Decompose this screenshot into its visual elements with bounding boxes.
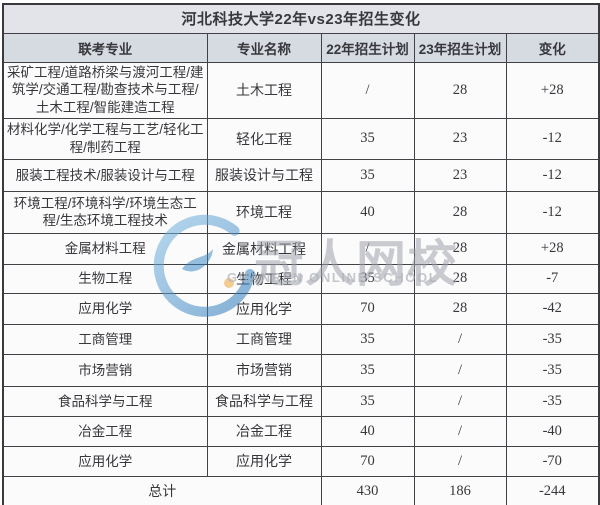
cell-change: +28 [505, 232, 600, 265]
cell-plan-23: 28 [413, 263, 507, 294]
cell-major-name: 应用化学 [206, 445, 322, 477]
cell-plan-23: 23 [413, 117, 507, 160]
table-row: 环境工程/环境科学/环境生态工程/生态环境工程技术 环境工程 40 28 -12 [2, 190, 600, 234]
cell-plan-23: 28 [413, 61, 507, 119]
cell-plan-22: / [320, 61, 415, 119]
cell-linkao-majors: 食品科学与工程 [2, 385, 208, 417]
cell-change: -7 [505, 263, 600, 294]
cell-total-plan-22: 430 [320, 475, 415, 505]
enrollment-change-table: 河北科技大学22年vs23年招生变化 联考专业 专业名称 22年招生计划 23年… [2, 3, 600, 505]
table-row: 生物工程 生物工程 35 28 -7 [2, 263, 600, 294]
cell-change: -12 [505, 190, 600, 234]
cell-plan-23: 28 [413, 232, 507, 265]
column-header-major-name: 专业名称 [206, 32, 322, 63]
cell-plan-23: / [413, 385, 507, 417]
cell-major-name: 金属材料工程 [206, 232, 322, 265]
cell-plan-22: 35 [320, 158, 415, 192]
cell-major-name: 轻化工程 [206, 117, 322, 160]
table-total-row: 总计 430 186 -244 [2, 475, 600, 505]
column-header-plan-22: 22年招生计划 [320, 32, 415, 63]
cell-linkao-majors: 工商管理 [2, 323, 208, 355]
cell-linkao-majors: 服装工程技术/服装设计与工程 [2, 158, 208, 192]
cell-plan-23: / [413, 415, 507, 447]
cell-change: -35 [505, 323, 600, 355]
cell-plan-22: / [320, 232, 415, 265]
cell-major-name: 应用化学 [206, 292, 322, 325]
cell-change: -35 [505, 353, 600, 387]
cell-plan-23: / [413, 353, 507, 387]
cell-major-name: 市场营销 [206, 353, 322, 387]
cell-linkao-majors: 市场营销 [2, 353, 208, 387]
table-row: 食品科学与工程 食品科学与工程 35 / -35 [2, 385, 600, 417]
cell-change: -40 [505, 415, 600, 447]
cell-plan-22: 40 [320, 190, 415, 234]
cell-linkao-majors: 生物工程 [2, 263, 208, 294]
cell-plan-22: 35 [320, 117, 415, 160]
cell-change: -70 [505, 445, 600, 477]
cell-total-label: 总计 [2, 475, 322, 505]
cell-change: -35 [505, 385, 600, 417]
cell-plan-22: 35 [320, 353, 415, 387]
cell-linkao-majors: 材料化学/化学工程与工艺/轻化工程/制药工程 [2, 117, 208, 160]
cell-change: -42 [505, 292, 600, 325]
table-row: 应用化学 应用化学 70 / -70 [2, 445, 600, 477]
cell-linkao-majors: 采矿工程/道路桥梁与渡河工程/建筑学/交通工程/勘查技术与工程/土木工程/智能建… [2, 61, 208, 119]
cell-linkao-majors: 应用化学 [2, 445, 208, 477]
cell-plan-22: 70 [320, 445, 415, 477]
table-row: 市场营销 市场营销 35 / -35 [2, 353, 600, 387]
cell-change: -12 [505, 158, 600, 192]
cell-major-name: 食品科学与工程 [206, 385, 322, 417]
table-row: 应用化学 应用化学 70 28 -42 [2, 292, 600, 325]
cell-plan-22: 35 [320, 323, 415, 355]
cell-change: +28 [505, 61, 600, 119]
page-title: 河北科技大学22年vs23年招生变化 [2, 3, 600, 34]
cell-plan-23: 23 [413, 158, 507, 192]
table-row: 采矿工程/道路桥梁与渡河工程/建筑学/交通工程/勘查技术与工程/土木工程/智能建… [2, 61, 600, 119]
table-row: 材料化学/化学工程与工艺/轻化工程/制药工程 轻化工程 35 23 -12 [2, 117, 600, 160]
cell-linkao-majors: 金属材料工程 [2, 232, 208, 265]
cell-total-change: -244 [505, 475, 600, 505]
cell-linkao-majors: 冶金工程 [2, 415, 208, 447]
cell-major-name: 环境工程 [206, 190, 322, 234]
cell-total-plan-23: 186 [413, 475, 507, 505]
cell-linkao-majors: 应用化学 [2, 292, 208, 325]
table-title-row: 河北科技大学22年vs23年招生变化 [2, 3, 600, 34]
cell-plan-23: / [413, 323, 507, 355]
cell-plan-23: / [413, 445, 507, 477]
cell-plan-22: 70 [320, 292, 415, 325]
table-row: 服装工程技术/服装设计与工程 服装设计与工程 35 23 -12 [2, 158, 600, 192]
column-header-linkao-major: 联考专业 [2, 32, 208, 63]
cell-major-name: 工商管理 [206, 323, 322, 355]
column-header-plan-23: 23年招生计划 [413, 32, 507, 63]
table-row: 工商管理 工商管理 35 / -35 [2, 323, 600, 355]
cell-major-name: 冶金工程 [206, 415, 322, 447]
table-row: 金属材料工程 金属材料工程 / 28 +28 [2, 232, 600, 265]
cell-major-name: 生物工程 [206, 263, 322, 294]
cell-plan-22: 40 [320, 415, 415, 447]
cell-change: -12 [505, 117, 600, 160]
cell-major-name: 服装设计与工程 [206, 158, 322, 192]
table-row: 冶金工程 冶金工程 40 / -40 [2, 415, 600, 447]
cell-linkao-majors: 环境工程/环境科学/环境生态工程/生态环境工程技术 [2, 190, 208, 234]
cell-plan-23: 28 [413, 190, 507, 234]
table-header-row: 联考专业 专业名称 22年招生计划 23年招生计划 变化 [2, 32, 600, 63]
column-header-change: 变化 [505, 32, 600, 63]
cell-plan-23: 28 [413, 292, 507, 325]
cell-plan-22: 35 [320, 263, 415, 294]
cell-major-name: 土木工程 [206, 61, 322, 119]
cell-plan-22: 35 [320, 385, 415, 417]
